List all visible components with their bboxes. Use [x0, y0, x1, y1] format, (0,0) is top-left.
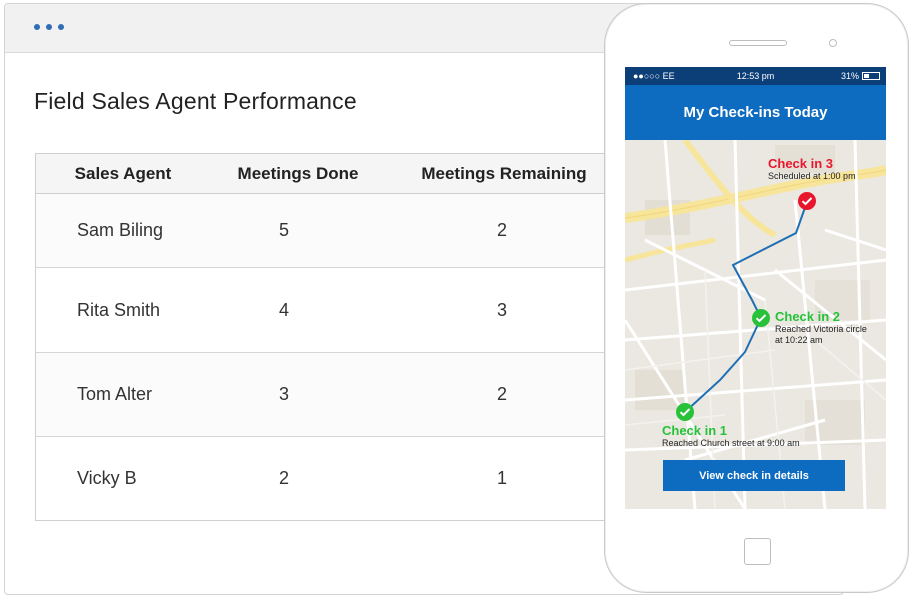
table-header: Sales Agent Meetings Done Meetings Remai…: [36, 154, 675, 194]
check-in-3-label: Check in 3 Scheduled at 1:00 pm: [768, 156, 856, 182]
table-row[interactable]: Tom Alter 3 2: [36, 353, 675, 437]
column-header-meetings-remaining[interactable]: Meetings Remaining: [421, 163, 587, 183]
cell-done: 2: [279, 468, 290, 488]
dot: [46, 24, 52, 30]
cell-remaining: 3: [497, 299, 508, 320]
check-in-detail: Reached Church street at 9:00 am: [662, 438, 800, 448]
table-row[interactable]: Rita Smith 4 3: [36, 268, 675, 353]
cell-remaining: 1: [497, 468, 508, 488]
check-in-1-label: Check in 1 Reached Church street at 9:00…: [662, 423, 800, 449]
table-body: Sam Biling 5 2 Rita Smith 4 3 Tom Alter …: [36, 194, 675, 520]
cell-done: 4: [279, 299, 290, 320]
map-background: [625, 140, 886, 509]
cell-done: 5: [279, 220, 290, 240]
check-in-2-marker-icon[interactable]: [751, 308, 771, 328]
window-menu-dots-icon[interactable]: [34, 24, 64, 30]
check-in-title: Check in 2: [775, 309, 841, 324]
phone-screen: ●●○○○ EE 12:53 pm 31% My Check-ins Today: [625, 67, 886, 509]
column-header-sales-agent[interactable]: Sales Agent: [74, 163, 172, 183]
phone-speaker: [729, 40, 787, 46]
view-check-in-details-button[interactable]: View check in details: [663, 460, 845, 491]
check-in-title: Check in 1: [662, 423, 728, 438]
cell-done: 3: [279, 384, 290, 404]
check-in-detail: at 10:22 am: [775, 335, 823, 345]
cell-remaining: 2: [497, 220, 508, 240]
status-bar: ●●○○○ EE 12:53 pm 31%: [625, 67, 886, 85]
column-header-meetings-done[interactable]: Meetings Done: [237, 163, 359, 183]
cell-agent: Tom Alter: [77, 384, 153, 404]
check-in-detail: Reached Victoria circle: [775, 324, 867, 334]
page-title: Field Sales Agent Performance: [34, 88, 357, 114]
check-in-2-label: Check in 2 Reached Victoria circle at 10…: [775, 309, 867, 346]
dot: [58, 24, 64, 30]
cell-agent: Sam Biling: [77, 220, 164, 240]
cell-remaining: 2: [497, 384, 508, 404]
phone-home-button[interactable]: [744, 538, 771, 565]
cell-agent: Vicky B: [77, 468, 137, 488]
app-title: My Check-ins Today: [683, 104, 828, 121]
phone-camera: [829, 39, 837, 47]
map-view[interactable]: Check in 3 Scheduled at 1:00 pm Check in…: [625, 140, 886, 509]
check-in-detail: Scheduled at 1:00 pm: [768, 171, 856, 181]
carrier-signal: ●●○○○ EE: [633, 71, 675, 81]
dot: [34, 24, 40, 30]
performance-table: Sales Agent Meetings Done Meetings Remai…: [35, 153, 675, 521]
battery-indicator: 31%: [841, 71, 880, 81]
battery-percent: 31%: [840, 71, 859, 81]
check-in-title: Check in 3: [768, 156, 834, 171]
cell-agent: Rita Smith: [77, 299, 161, 320]
status-time: 12:53 pm: [736, 71, 775, 81]
app-header: My Check-ins Today: [625, 85, 886, 140]
table-row[interactable]: Vicky B 2 1: [36, 437, 675, 520]
check-in-3-marker-icon[interactable]: [797, 191, 817, 211]
check-in-1-marker-icon[interactable]: [675, 402, 695, 422]
phone-mockup: ●●○○○ EE 12:53 pm 31% My Check-ins Today: [604, 3, 909, 593]
battery-icon: [862, 72, 880, 80]
table-row[interactable]: Sam Biling 5 2: [36, 194, 675, 268]
